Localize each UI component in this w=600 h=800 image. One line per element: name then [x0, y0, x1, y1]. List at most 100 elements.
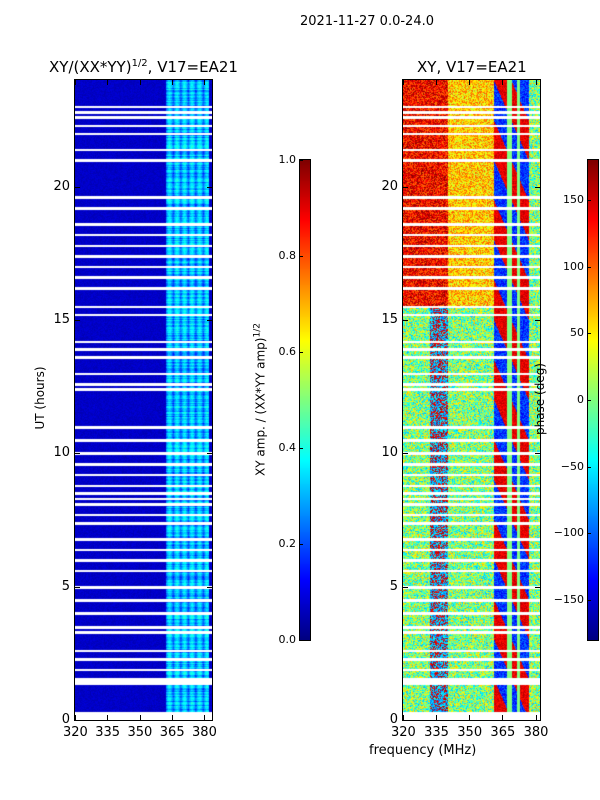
x-tick-label: 320 — [63, 725, 88, 740]
colorbar-tick-label: 100 — [563, 259, 584, 273]
x-tick-top — [403, 80, 404, 85]
x-tick-label: 335 — [95, 725, 121, 740]
phase-colorbar-label: phase (deg) — [533, 363, 547, 436]
y-tick-label: 15 — [381, 312, 398, 327]
colorbar-tick — [588, 200, 591, 201]
y-tick-label: 15 — [53, 312, 70, 327]
y-tick-right — [207, 320, 212, 321]
y-tick-label: 5 — [389, 578, 398, 594]
x-tick — [139, 715, 141, 720]
suptitle: 2021-11-27 0.0-24.0 — [300, 14, 434, 29]
y-tick-right — [207, 586, 212, 588]
colorbar-tick — [588, 333, 591, 335]
y-tick — [403, 453, 408, 455]
x-tick — [107, 715, 109, 720]
x-tick-label: 380 — [523, 725, 549, 740]
y-tick-right — [535, 453, 540, 455]
right-heatmap — [403, 80, 540, 720]
y-tick-label: 20 — [53, 178, 70, 194]
colorbar-tick-label: −100 — [553, 526, 584, 540]
left-title-suffix: , V17=EA21 — [147, 58, 238, 76]
y-tick-label: 5 — [61, 578, 70, 594]
amplitude-colorbar-label: XY amp. / (XX*YY amp)1/2 — [253, 300, 268, 500]
colorbar-tick — [588, 400, 591, 401]
y-tick-label: 10 — [381, 445, 398, 461]
y-tick — [75, 320, 80, 321]
y-tick — [75, 720, 80, 721]
x-tick-label: 350 — [457, 725, 483, 740]
left-ylabel: UT (hours) — [33, 366, 47, 430]
colorbar-tick-label: 50 — [570, 326, 584, 340]
x-tick — [502, 715, 504, 720]
y-tick-right — [535, 186, 540, 188]
y-tick-label: 0 — [389, 712, 398, 727]
left-title-sup: 1/2 — [131, 58, 148, 69]
x-tick-label: 380 — [192, 725, 217, 740]
x-tick-top — [171, 80, 173, 85]
y-tick-right — [535, 720, 540, 721]
x-tick-label: 320 — [391, 725, 416, 740]
y-tick — [75, 586, 80, 588]
colorbar-tick — [588, 466, 591, 468]
y-tick-right — [535, 586, 540, 588]
colorbar-tick-label: 0.6 — [278, 345, 297, 358]
y-tick — [403, 186, 408, 188]
x-tick — [171, 715, 173, 720]
colorbar-tick-label: 150 — [563, 193, 584, 206]
left-heatmap — [75, 80, 212, 720]
y-tick-right — [207, 720, 212, 721]
x-tick — [204, 715, 206, 720]
y-tick — [75, 453, 80, 455]
y-tick-right — [207, 186, 212, 188]
colorbar-tick — [300, 544, 303, 545]
y-tick-right — [207, 453, 212, 455]
colorbar-tick-label: 0.4 — [278, 441, 297, 454]
colorbar-tick-label: 0.2 — [278, 537, 297, 550]
colorbar-tick-label: −50 — [560, 459, 584, 473]
xlabel: frequency (MHz) — [369, 743, 477, 758]
colorbar-tick — [300, 448, 303, 449]
colorbar-tick-label: −150 — [553, 593, 584, 606]
x-tick-top — [75, 80, 76, 85]
colorbar-tick — [588, 600, 591, 601]
colorbar-tick-label: 0 — [577, 393, 584, 406]
y-tick-label: 20 — [381, 178, 398, 194]
x-tick-top — [107, 80, 109, 85]
x-tick-label: 365 — [490, 725, 516, 740]
colorbar-tick — [300, 256, 303, 257]
cb0-label-sup: 1/2 — [252, 323, 263, 338]
colorbar-tick — [300, 352, 303, 353]
colorbar-tick — [588, 266, 591, 268]
x-tick-top — [436, 80, 438, 85]
colorbar-tick-label: 0.8 — [278, 249, 297, 262]
x-tick — [436, 715, 438, 720]
y-tick-label: 10 — [53, 445, 70, 461]
colorbar-tick-label: 0.0 — [278, 633, 297, 646]
cb0-label-main: XY amp. / (XX*YY amp) — [253, 337, 268, 476]
colorbar-tick-label: 1.0 — [278, 153, 297, 166]
colorbar-tick — [300, 640, 303, 641]
y-tick — [403, 720, 408, 721]
y-tick — [403, 320, 408, 321]
x-tick — [469, 715, 471, 720]
amplitude-colorbar — [300, 160, 310, 640]
right-plot-title: XY, V17=EA21 — [417, 58, 527, 76]
y-tick — [75, 186, 80, 188]
colorbar-tick — [588, 533, 591, 535]
left-plot-title: XY/(XX*YY)1/2, V17=EA21 — [49, 58, 238, 76]
y-tick-label: 0 — [61, 712, 70, 727]
colorbar-tick — [300, 160, 303, 161]
x-tick-label: 335 — [424, 725, 449, 740]
x-tick-top — [535, 80, 537, 85]
x-tick — [403, 715, 404, 720]
phase-colorbar — [588, 160, 598, 640]
x-tick-top — [502, 80, 504, 85]
y-tick — [403, 586, 408, 588]
x-tick — [75, 715, 76, 720]
x-tick-label: 365 — [159, 725, 185, 740]
x-tick-top — [204, 80, 206, 85]
x-tick-label: 350 — [127, 725, 153, 740]
x-tick-top — [469, 80, 471, 85]
left-title-main: XY/(XX*YY) — [49, 58, 132, 76]
